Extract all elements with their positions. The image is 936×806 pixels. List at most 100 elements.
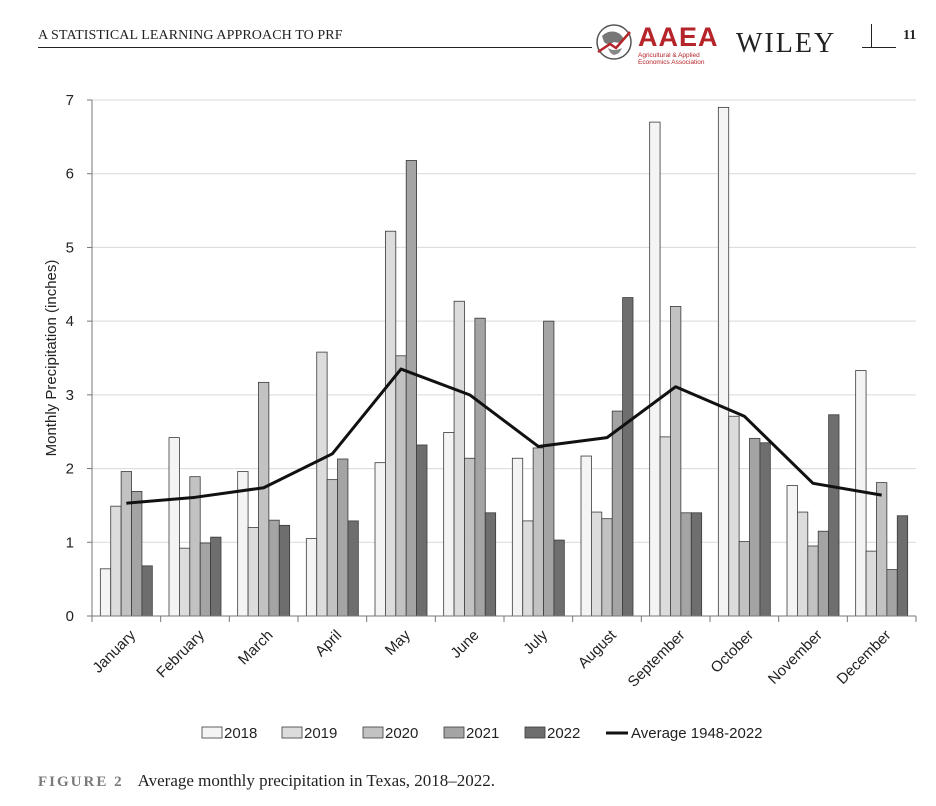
legend-swatch-2020 bbox=[362, 726, 384, 739]
figure-label: FIGURE 2 bbox=[38, 774, 124, 790]
bar-2022-november bbox=[828, 414, 840, 617]
header-rule bbox=[38, 47, 896, 48]
bar-2021-april bbox=[337, 458, 349, 617]
bar-2022-october bbox=[759, 442, 771, 617]
legend-swatch-2022 bbox=[524, 726, 546, 739]
bar-2021-may bbox=[405, 160, 418, 617]
x-tick-label-january: January bbox=[89, 626, 139, 676]
page-number: 11 bbox=[903, 28, 917, 43]
bar-2018-january bbox=[99, 568, 112, 617]
bar-2019-march bbox=[247, 527, 259, 617]
publisher-logos: AAEA Agricultural & Applied Economics As… bbox=[592, 22, 862, 66]
bar-2018-may bbox=[374, 462, 386, 617]
x-tick-label-november: November bbox=[765, 627, 826, 688]
bar-2018-july bbox=[511, 457, 524, 617]
running-head: A STATISTICAL LEARNING APPROACH TO PRF bbox=[38, 28, 343, 43]
bar-2021-january bbox=[131, 491, 143, 617]
bar-2021-september bbox=[680, 512, 692, 617]
bar-2019-february bbox=[178, 547, 191, 617]
bar-2020-october bbox=[738, 541, 750, 617]
bar-2022-february bbox=[210, 536, 222, 617]
y-axis-label: Monthly Precipitation (inches) bbox=[43, 260, 60, 457]
bar-2019-april bbox=[316, 351, 328, 617]
y-tick-label: 5 bbox=[66, 239, 74, 256]
aaea-logo-text: AAEA bbox=[638, 22, 719, 52]
y-tick-label: 2 bbox=[66, 461, 74, 478]
x-tick-label-july: July bbox=[520, 626, 551, 657]
aaea-globe-icon bbox=[596, 24, 632, 60]
bar-2019-september bbox=[659, 436, 671, 617]
y-tick-label: 7 bbox=[66, 92, 74, 109]
bar-2021-august bbox=[611, 410, 624, 617]
bar-2022-december bbox=[896, 515, 909, 617]
legend: 2018 2019 2020 2021 2022 Average 1948-2022 bbox=[201, 725, 763, 742]
legend-label-2019: 2019 bbox=[304, 725, 337, 742]
bar-2019-may bbox=[384, 230, 397, 617]
bar-2020-may bbox=[395, 355, 407, 617]
bar-2022-march bbox=[278, 524, 291, 617]
axes bbox=[87, 99, 917, 622]
bar-2020-december bbox=[876, 482, 888, 617]
x-tick-label-june: June bbox=[447, 627, 482, 662]
bar-2021-july bbox=[543, 320, 555, 617]
bar-2021-december bbox=[886, 569, 898, 617]
bar-2021-october bbox=[749, 437, 761, 617]
x-tick-label-march: March bbox=[235, 627, 276, 668]
legend-label-average: Average 1948-2022 bbox=[631, 725, 763, 742]
wiley-logo-text: WILEY bbox=[736, 28, 837, 59]
bar-2020-june bbox=[464, 457, 476, 617]
bar-2021-june bbox=[474, 317, 486, 617]
bar-2020-april bbox=[326, 479, 338, 617]
x-tick-label-september: September bbox=[625, 627, 689, 691]
x-tick-label-december: December bbox=[834, 627, 895, 688]
legend-label-2022: 2022 bbox=[547, 725, 580, 742]
bar-2019-december bbox=[865, 550, 877, 617]
bar-2021-march bbox=[268, 519, 280, 617]
figure-caption: FIGURE 2 Average monthly precipitation in… bbox=[38, 771, 495, 791]
bar-2018-april bbox=[305, 538, 318, 617]
bar-2019-august bbox=[591, 511, 603, 617]
y-tick-label: 4 bbox=[66, 313, 74, 330]
bar-2019-january bbox=[110, 505, 122, 617]
legend-label-2018: 2018 bbox=[224, 725, 257, 742]
legend-swatch-2021 bbox=[443, 726, 465, 739]
bar-2022-april bbox=[347, 520, 359, 617]
y-tick-label: 0 bbox=[66, 608, 74, 625]
bar-2022-january bbox=[141, 565, 153, 617]
legend-label-2021: 2021 bbox=[466, 725, 499, 742]
aaea-logo-subtitle: Agricultural & Applied Economics Associa… bbox=[638, 52, 705, 66]
bar-2020-november bbox=[807, 545, 819, 617]
bar-2022-may bbox=[416, 444, 428, 617]
legend-label-2020: 2020 bbox=[385, 725, 418, 742]
figure-caption-text: Average monthly precipitation in Texas, … bbox=[137, 771, 496, 790]
x-tick-label-october: October bbox=[707, 627, 757, 677]
bar-2019-june bbox=[453, 300, 465, 617]
bar-2019-july bbox=[522, 520, 534, 617]
x-tick-label-february: February bbox=[153, 626, 208, 681]
y-tick-label: 1 bbox=[66, 534, 74, 551]
bar-2020-july bbox=[532, 447, 544, 617]
bar-2022-june bbox=[484, 512, 497, 617]
bar-2018-august bbox=[580, 455, 592, 617]
bar-2022-july bbox=[553, 539, 565, 617]
page-separator bbox=[871, 24, 872, 48]
x-tick-label-may: May bbox=[382, 626, 414, 658]
bar-2020-august bbox=[601, 518, 613, 617]
bar-2020-september bbox=[670, 305, 682, 617]
bar-2020-january bbox=[120, 471, 132, 617]
average-line-layer bbox=[126, 367, 882, 505]
x-tick-label-april: April bbox=[312, 627, 345, 660]
y-tick-label: 3 bbox=[66, 387, 74, 404]
gridlines bbox=[92, 99, 916, 543]
x-tick-label-august: August bbox=[575, 626, 621, 672]
bar-2022-september bbox=[690, 512, 703, 617]
bar-2020-march bbox=[258, 381, 270, 617]
bar-2018-march bbox=[237, 471, 249, 617]
bar-2021-november bbox=[817, 530, 830, 617]
bar-2019-november bbox=[797, 511, 809, 617]
bar-series bbox=[99, 106, 909, 617]
legend-swatch-2019 bbox=[281, 726, 303, 739]
y-tick-label: 6 bbox=[66, 166, 74, 183]
bar-2018-november bbox=[786, 485, 798, 617]
bar-2019-october bbox=[728, 415, 740, 617]
